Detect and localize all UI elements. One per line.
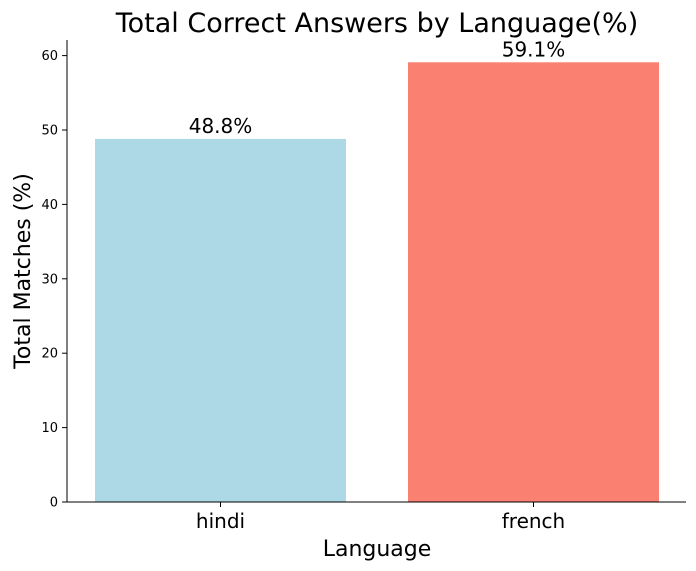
bars-group	[95, 62, 659, 503]
data-label-french: 59.1%	[502, 37, 566, 61]
y-axis-ticks: 0 10 20 30 40 50 60	[41, 49, 67, 511]
x-tick-label-french: french	[502, 509, 565, 533]
chart-title: Total Correct Answers by Language(%)	[115, 8, 639, 39]
bar-french	[408, 62, 659, 503]
y-tick-label-10: 10	[41, 421, 58, 436]
y-tick-label-20: 20	[41, 347, 58, 362]
x-axis-label: Language	[323, 537, 432, 562]
y-tick-label-30: 30	[41, 272, 58, 287]
x-tick-label-hindi: hindi	[196, 509, 245, 533]
bar-hindi	[95, 138, 346, 503]
data-label-hindi: 48.8%	[189, 114, 253, 138]
y-axis-label: Total Matches (%)	[11, 173, 36, 370]
y-tick-label-40: 40	[41, 198, 58, 213]
y-tick-label-60: 60	[41, 49, 58, 64]
x-axis-ticks: hindi french	[196, 502, 565, 533]
y-tick-label-0: 0	[50, 496, 58, 511]
y-tick-label-50: 50	[41, 124, 58, 139]
data-labels-group: 48.8% 59.1%	[189, 37, 566, 138]
